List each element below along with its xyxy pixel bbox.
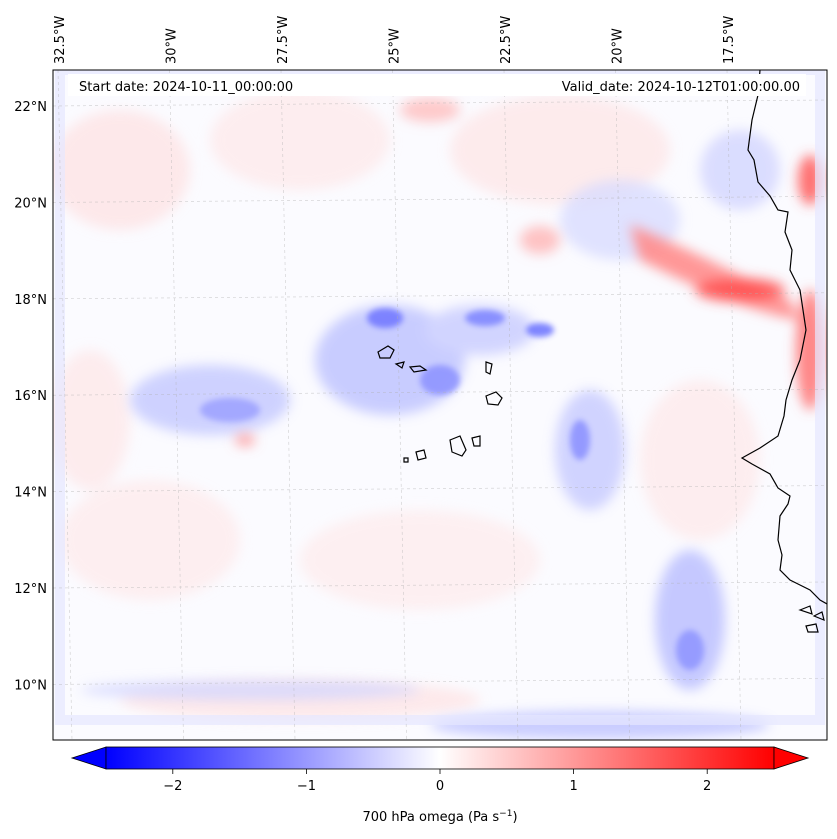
island-bissagos-1: [798, 605, 813, 615]
latitude-label: 12°N: [14, 582, 47, 597]
island-santo-antao: [377, 345, 395, 359]
colorbar-extend-max: [773, 746, 810, 770]
longitude-label: 25°W: [388, 28, 403, 64]
meridian-gridline: [169, 70, 184, 740]
longitude-labels: 32.5°W 30°W 27.5°W 25°W 22.5°W 20°W 17.5°W: [53, 16, 737, 64]
meridian-gridline: [615, 70, 630, 740]
latitude-label: 16°N: [14, 389, 47, 404]
africa-coastline: [740, 70, 827, 605]
colorbar-ticks: −2 −1 0 1 2: [163, 769, 711, 794]
colorbar-tick-label: −1: [297, 779, 316, 794]
valid-date-label: Valid_date: 2024-10-12T01:00:00.00: [562, 80, 800, 95]
colorbar-tick-label: −2: [163, 779, 182, 794]
island-santiago: [449, 435, 467, 457]
meridian-gridline: [726, 70, 742, 740]
header-bar: [68, 74, 806, 96]
longitude-label: 27.5°W: [276, 16, 291, 64]
island-sal: [485, 361, 493, 375]
longitude-label: 20°W: [611, 28, 626, 64]
island-bissagos-2: [805, 623, 819, 633]
latitude-label: 14°N: [14, 486, 47, 501]
colorbar-extend-min: [70, 746, 107, 770]
map-frame: [52, 69, 828, 741]
island-sao-nicolau: [408, 365, 428, 373]
meridian-gridline: [503, 70, 519, 740]
island-fogo: [415, 449, 427, 461]
latitude-label: 22°N: [14, 100, 47, 115]
meridian-gridline: [392, 70, 407, 740]
island-maio: [471, 435, 481, 447]
island-bissagos-3: [812, 611, 825, 621]
latitude-label: 10°N: [14, 678, 47, 693]
colorbar-tick-label: 0: [436, 779, 444, 794]
latitude-label: 20°N: [14, 196, 47, 211]
meridian-gridline: [280, 70, 296, 740]
longitude-label: 17.5°W: [722, 16, 737, 64]
omega-field: [53, 70, 825, 739]
longitude-label: 22.5°W: [499, 16, 514, 64]
colorbar: −2 −1 0 1 2 700 hPa omega (Pa s−1): [70, 746, 810, 825]
colorbar-label: 700 hPa omega (Pa s−1): [362, 809, 517, 825]
gridlines: [53, 70, 827, 740]
longitude-label: 30°W: [165, 28, 180, 64]
island-sao-vicente: [394, 361, 405, 369]
meridian-gridline: [57, 70, 73, 740]
coastlines: [377, 70, 827, 633]
colorbar-body: [105, 746, 775, 770]
island-boa-vista: [485, 391, 503, 406]
colorbar-tick-label: 1: [569, 779, 577, 794]
start-date-label: Start date: 2024-10-11_00:00:00: [79, 80, 293, 95]
island-brava: [403, 457, 409, 463]
latitude-label: 18°N: [14, 293, 47, 308]
colorbar-tick-label: 2: [703, 779, 711, 794]
longitude-label: 32.5°W: [53, 16, 68, 64]
latitude-labels: 22°N 20°N 18°N 16°N 14°N 12°N 10°N: [14, 100, 47, 693]
